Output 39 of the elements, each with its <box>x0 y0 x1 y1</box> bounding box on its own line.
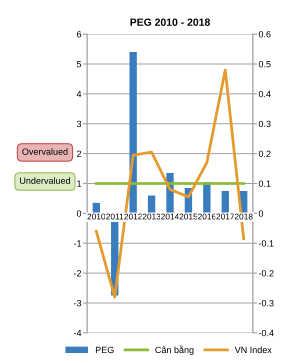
y2-tick-label: -0.4 <box>258 330 274 336</box>
y-tick-label: 6 <box>76 31 82 38</box>
y-tick-label: -1 <box>74 240 82 247</box>
x-tick-label: 2016 <box>198 214 216 220</box>
y-tick-label: -3 <box>74 300 82 306</box>
x-tick-label: 2011 <box>106 214 124 220</box>
legend-label: Cân bằng <box>155 345 194 355</box>
x-tick-label: 2010 <box>87 214 106 220</box>
bar <box>148 195 156 214</box>
y2-tick-label: -0.1 <box>258 240 274 247</box>
y-tick-label: 4 <box>76 90 82 98</box>
y-tick-label: 2 <box>76 150 82 157</box>
x-tick-label: 2014 <box>161 214 180 220</box>
y-tick-label: 3 <box>76 120 82 128</box>
x-tick-label: 2012 <box>124 214 142 220</box>
chart-title: PEG 2010 - 2018 <box>130 18 210 26</box>
y2-tick-label: 0.3 <box>258 120 271 128</box>
y2-tick-label: 0 <box>258 210 264 217</box>
y2-tick-label: 0.4 <box>258 90 271 98</box>
x-tick-label: 2015 <box>180 214 198 220</box>
legend-label: VN Index <box>234 346 272 354</box>
y2-tick-label: 0.2 <box>258 150 271 157</box>
y-tick-label: -2 <box>74 270 82 276</box>
y-tick-label: 1 <box>77 180 82 187</box>
text: Undervalued <box>20 177 70 184</box>
bar <box>222 190 229 214</box>
x-tick-label: 2018 <box>234 214 253 220</box>
x-tick-label: 2017 <box>216 214 234 220</box>
x-tick-label: 2013 <box>142 214 160 220</box>
y2-tick-label: -0.3 <box>258 300 274 306</box>
y-tick-label: 0 <box>76 210 82 217</box>
y2-tick-label: 0.6 <box>258 31 271 38</box>
y-tick-label: -4 <box>74 330 82 336</box>
y-tick-label: 5 <box>76 61 82 68</box>
y2-tick-label: -0.2 <box>258 270 274 276</box>
y2-tick-label: 0.1 <box>258 180 271 187</box>
legend-label: PEG <box>96 346 114 354</box>
text: Overvalued <box>22 148 68 155</box>
y2-tick-label: 0.5 <box>258 60 271 68</box>
